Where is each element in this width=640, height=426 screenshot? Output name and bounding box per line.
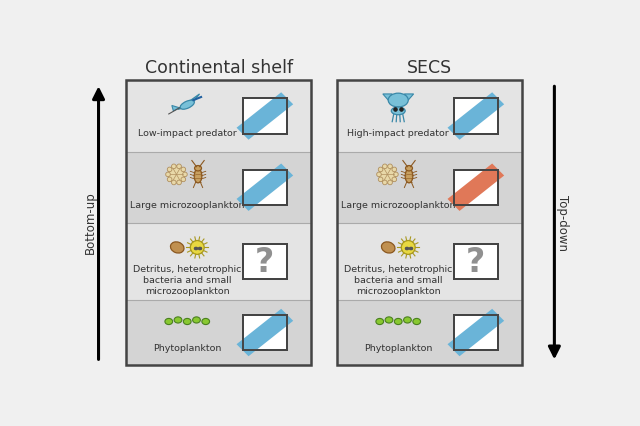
Bar xyxy=(454,98,498,134)
Bar xyxy=(126,223,311,300)
Bar xyxy=(454,98,498,134)
Text: High-impact predator: High-impact predator xyxy=(348,130,449,138)
Polygon shape xyxy=(447,92,504,140)
Circle shape xyxy=(388,180,392,185)
Ellipse shape xyxy=(381,242,395,253)
Text: ?: ? xyxy=(255,246,275,279)
Text: Top-down: Top-down xyxy=(556,195,570,251)
Text: Detritus, heterotrophic
bacteria and small
microzooplankton: Detritus, heterotrophic bacteria and sma… xyxy=(344,265,452,296)
Ellipse shape xyxy=(376,318,383,325)
Ellipse shape xyxy=(194,169,202,183)
Ellipse shape xyxy=(413,318,420,325)
Text: Bottom-up: Bottom-up xyxy=(84,191,97,254)
Ellipse shape xyxy=(180,100,195,109)
Circle shape xyxy=(383,164,387,169)
Ellipse shape xyxy=(406,166,412,171)
Polygon shape xyxy=(172,106,180,111)
Bar xyxy=(243,98,287,134)
Circle shape xyxy=(168,166,185,183)
Ellipse shape xyxy=(405,169,413,183)
Ellipse shape xyxy=(193,317,200,323)
Bar xyxy=(337,152,522,223)
Circle shape xyxy=(181,167,186,172)
Bar xyxy=(243,315,287,350)
Circle shape xyxy=(190,241,204,254)
Circle shape xyxy=(388,164,392,169)
Ellipse shape xyxy=(165,318,173,325)
Circle shape xyxy=(177,180,181,185)
Bar xyxy=(454,170,498,205)
Bar xyxy=(243,170,287,205)
Circle shape xyxy=(177,164,181,169)
Ellipse shape xyxy=(404,317,412,323)
Text: Detritus, heterotrophic
bacteria and small
microzooplankton: Detritus, heterotrophic bacteria and sma… xyxy=(133,265,241,296)
Ellipse shape xyxy=(170,242,184,253)
Circle shape xyxy=(181,177,186,181)
Polygon shape xyxy=(447,164,504,211)
Circle shape xyxy=(167,177,172,181)
Bar xyxy=(454,244,498,279)
Circle shape xyxy=(392,177,397,181)
Ellipse shape xyxy=(385,317,393,323)
Text: Large microzooplankton: Large microzooplankton xyxy=(341,201,456,210)
Text: Large microzooplankton: Large microzooplankton xyxy=(130,201,244,210)
Bar xyxy=(243,170,287,205)
Circle shape xyxy=(377,172,381,177)
Ellipse shape xyxy=(391,107,405,115)
Circle shape xyxy=(394,172,398,177)
Text: ?: ? xyxy=(466,246,486,279)
Polygon shape xyxy=(404,94,413,100)
Text: Phytoplankton: Phytoplankton xyxy=(153,344,221,354)
Ellipse shape xyxy=(388,93,408,107)
Polygon shape xyxy=(178,94,200,109)
Text: Low-impact predator: Low-impact predator xyxy=(138,130,237,138)
Ellipse shape xyxy=(184,318,191,325)
Bar xyxy=(126,81,311,152)
Text: SECS: SECS xyxy=(407,59,452,77)
Circle shape xyxy=(172,164,176,169)
Text: Phytoplankton: Phytoplankton xyxy=(364,344,433,354)
Text: Continental shelf: Continental shelf xyxy=(145,59,292,77)
Bar xyxy=(337,300,522,365)
Polygon shape xyxy=(237,92,293,140)
Bar xyxy=(454,315,498,350)
Bar xyxy=(243,244,287,279)
Circle shape xyxy=(167,167,172,172)
Bar xyxy=(243,315,287,350)
Polygon shape xyxy=(237,309,293,356)
Ellipse shape xyxy=(174,317,182,323)
Circle shape xyxy=(182,172,188,177)
Bar xyxy=(126,152,311,223)
Circle shape xyxy=(166,172,170,177)
Polygon shape xyxy=(447,309,504,356)
Ellipse shape xyxy=(394,318,402,325)
Bar xyxy=(126,81,311,365)
Polygon shape xyxy=(383,94,392,100)
Bar xyxy=(454,244,498,279)
Bar xyxy=(337,81,522,365)
Bar xyxy=(126,300,311,365)
Ellipse shape xyxy=(202,318,209,325)
Circle shape xyxy=(383,180,387,185)
Circle shape xyxy=(378,177,383,181)
Circle shape xyxy=(379,166,396,183)
Circle shape xyxy=(392,167,397,172)
Bar xyxy=(337,81,522,152)
Bar xyxy=(454,170,498,205)
Circle shape xyxy=(172,180,176,185)
Circle shape xyxy=(401,241,415,254)
Ellipse shape xyxy=(195,166,202,171)
Circle shape xyxy=(378,167,383,172)
Bar xyxy=(243,244,287,279)
Bar xyxy=(337,223,522,300)
Polygon shape xyxy=(237,164,293,211)
Bar xyxy=(454,315,498,350)
Bar xyxy=(243,98,287,134)
